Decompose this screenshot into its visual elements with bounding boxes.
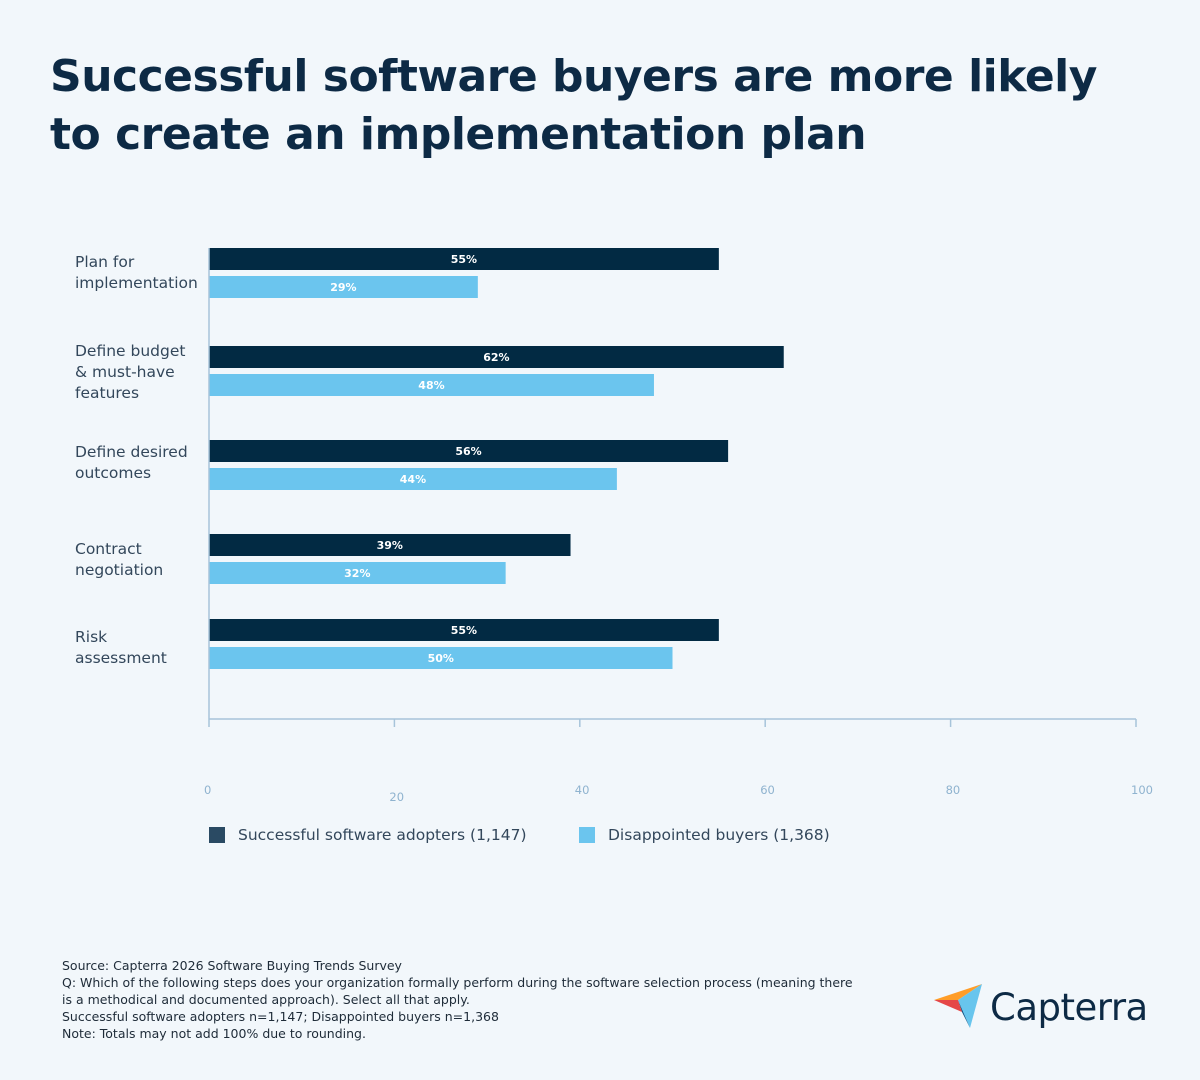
title-line-2: to create an implementation plan bbox=[50, 109, 867, 160]
data-label-disappointed-define-budget-and-must-have-features: 48% bbox=[418, 379, 444, 392]
x-tick-label-20: 20 bbox=[389, 790, 404, 804]
category-label-line: features bbox=[75, 384, 139, 402]
data-label-successful-risk-assessment: 55% bbox=[451, 624, 477, 637]
capterra-arrow-icon bbox=[934, 984, 982, 1028]
legend-label-successful: Successful software adopters (1,147) bbox=[238, 826, 527, 844]
category-label-line: negotiation bbox=[75, 561, 163, 579]
data-label-successful-define-desired-outcomes: 56% bbox=[455, 445, 481, 458]
bar-disappointed-define-budget-and-must-have-features bbox=[209, 374, 654, 396]
bar-disappointed-contract-negotiation bbox=[209, 562, 506, 584]
category-label-line: Define desired bbox=[75, 443, 188, 461]
bar-successful-plan-for-implementation bbox=[209, 248, 719, 270]
category-label-plan-for-implementation: Plan for implementation bbox=[75, 253, 198, 292]
legend-swatch-disappointed bbox=[579, 827, 595, 843]
data-label-successful-define-budget-and-must-have-features: 62% bbox=[483, 351, 509, 364]
category-label-define-desired-outcomes: Define desired outcomes bbox=[75, 443, 188, 482]
bar-disappointed-risk-assessment bbox=[209, 647, 673, 669]
logo-text: Capterra bbox=[990, 985, 1148, 1029]
data-label-disappointed-define-desired-outcomes: 44% bbox=[400, 473, 426, 486]
category-label-line: implementation bbox=[75, 274, 198, 292]
data-label-disappointed-contract-negotiation: 32% bbox=[344, 567, 370, 580]
data-label-successful-contract-negotiation: 39% bbox=[377, 539, 403, 552]
bar-successful-risk-assessment bbox=[209, 619, 719, 641]
note-line: Note: Totals may not add 100% due to rou… bbox=[62, 1026, 366, 1041]
category-label-line: Define budget bbox=[75, 342, 185, 360]
category-label-line: outcomes bbox=[75, 464, 151, 482]
bar-successful-contract-negotiation bbox=[209, 534, 571, 556]
x-tick-label-100: 100 bbox=[1131, 783, 1153, 797]
x-tick-label-40: 40 bbox=[575, 783, 590, 797]
bars: 55% 29% 62% 48% 56% 44% 39% 32% 55% 50% bbox=[209, 248, 784, 669]
capterra-logo: Capterra bbox=[932, 982, 1148, 1032]
legend-item-successful: Successful software adopters (1,147) bbox=[209, 826, 527, 844]
title-line-1: Successful software buyers are more like… bbox=[50, 51, 1097, 102]
bar-chart: Plan for implementation Define budget & mus… bbox=[75, 248, 1153, 804]
category-label-line: & must-have bbox=[75, 363, 175, 381]
legend-swatch-successful bbox=[209, 827, 225, 843]
question-line-1: Q: Which of the following steps does you… bbox=[62, 975, 853, 990]
category-label-line: Contract bbox=[75, 540, 142, 558]
data-label-disappointed-risk-assessment: 50% bbox=[428, 652, 454, 665]
category-label-define-budget-and-must-have-features: Define budget & must-have features bbox=[75, 342, 185, 402]
bar-successful-define-desired-outcomes bbox=[209, 440, 729, 462]
category-label-risk-assessment: Risk assessment bbox=[75, 628, 167, 667]
x-tick-label-60: 60 bbox=[760, 783, 775, 797]
source-notes: Source: Capterra 2026 Software Buying Tr… bbox=[62, 957, 902, 1042]
legend-item-disappointed: Disappointed buyers (1,368) bbox=[579, 826, 830, 844]
x-tick-label-80: 80 bbox=[946, 783, 961, 797]
category-label-line: Risk bbox=[75, 628, 107, 646]
category-labels: Plan for implementation Define budget & mus… bbox=[75, 253, 198, 667]
data-label-disappointed-plan-for-implementation: 29% bbox=[330, 281, 356, 294]
question-line-2: is a methodical and documented approach)… bbox=[62, 992, 470, 1007]
bar-disappointed-plan-for-implementation bbox=[209, 276, 478, 298]
source-line: Source: Capterra 2026 Software Buying Tr… bbox=[62, 958, 402, 973]
category-label-contract-negotiation: Contract negotiation bbox=[75, 540, 163, 579]
category-label-line: Plan for bbox=[75, 253, 135, 271]
x-tick-label-0: 0 bbox=[204, 783, 211, 797]
bar-successful-define-budget-and-must-have-features bbox=[209, 346, 784, 368]
data-label-successful-plan-for-implementation: 55% bbox=[451, 253, 477, 266]
bar-disappointed-define-desired-outcomes bbox=[209, 468, 617, 490]
legend-label-disappointed: Disappointed buyers (1,368) bbox=[608, 826, 830, 844]
x-axis: 0 20 40 60 80 100 bbox=[204, 248, 1153, 804]
category-label-line: assessment bbox=[75, 649, 167, 667]
chart-title: Successful software buyers are more like… bbox=[50, 48, 1150, 164]
sample-size-line: Successful software adopters n=1,147; Di… bbox=[62, 1009, 499, 1024]
